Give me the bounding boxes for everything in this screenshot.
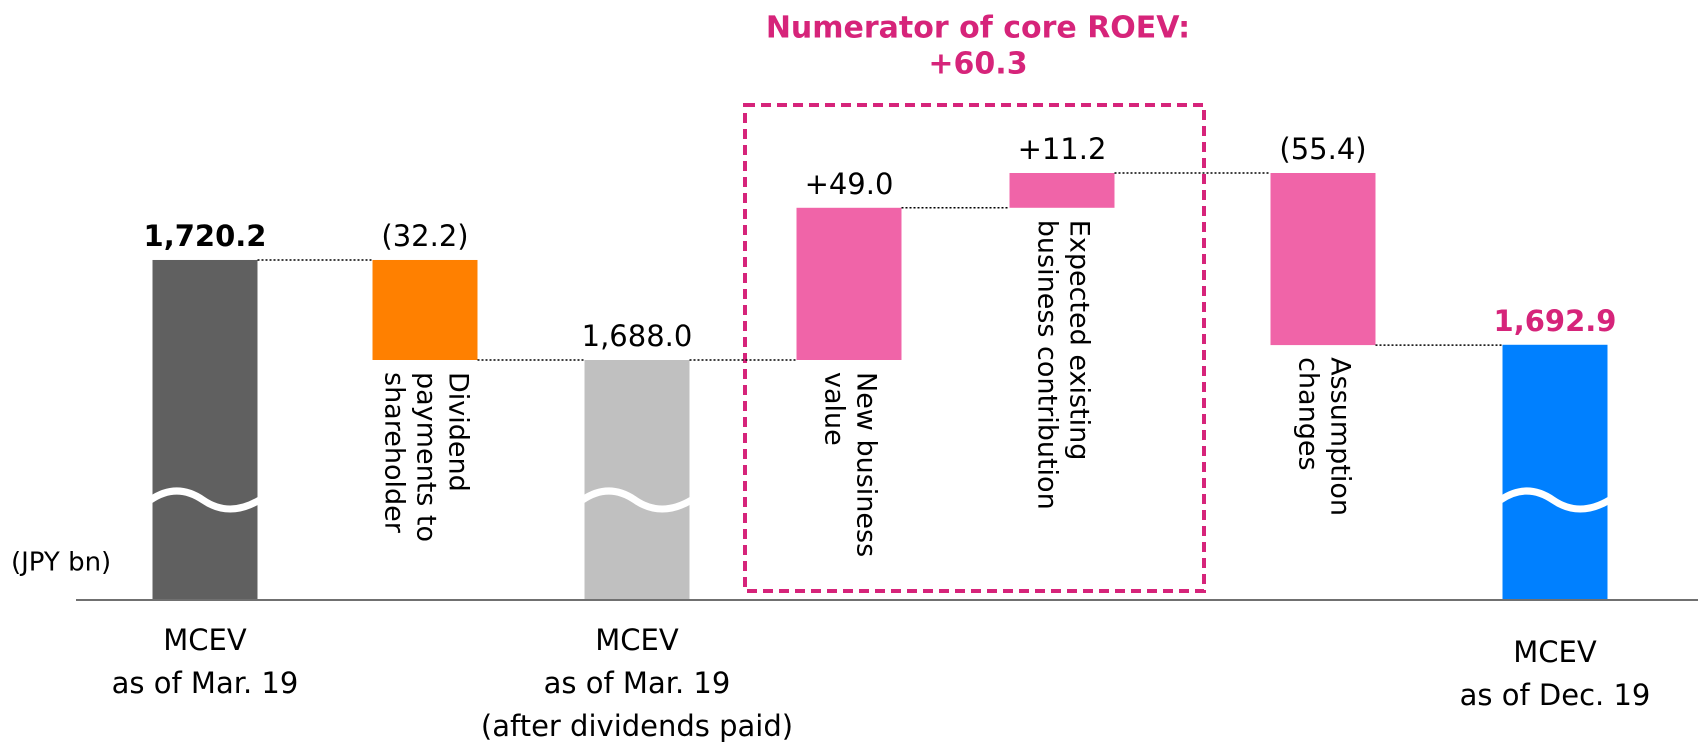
- value-label: 1,688.0: [582, 319, 693, 353]
- bar: [1009, 173, 1115, 208]
- category-label: Expected existing: [1064, 220, 1095, 461]
- category-label: Assumption: [1325, 357, 1356, 516]
- bar: [584, 360, 690, 599]
- value-label: +11.2: [1018, 132, 1107, 166]
- axis-break: [580, 487, 694, 513]
- value-label: 1,692.9: [1494, 304, 1617, 338]
- category-label: as of Dec. 19: [1460, 678, 1651, 712]
- category-label: MCEV: [1513, 635, 1597, 669]
- value-label: (32.2): [381, 219, 468, 253]
- bar: [1270, 173, 1376, 346]
- category-label: Dividend: [443, 372, 474, 492]
- category-label: changes: [1293, 357, 1324, 470]
- category-label: payments to: [411, 372, 442, 542]
- annotation: +60.3: [928, 47, 1027, 82]
- axis-break: [1498, 487, 1612, 513]
- axis-break: [148, 487, 262, 513]
- category-label: business contribution: [1032, 220, 1063, 510]
- bar: [796, 207, 902, 360]
- bar: [1502, 344, 1608, 599]
- bar: [152, 259, 258, 599]
- category-label: (after dividends paid): [481, 709, 793, 743]
- category-label: as of Mar. 19: [544, 666, 731, 700]
- unit-label: (JPY bn): [11, 548, 111, 578]
- category-label: MCEV: [163, 623, 247, 657]
- bar: [372, 259, 478, 360]
- annotation: Numerator of core ROEV:: [766, 11, 1190, 46]
- category-label: value: [819, 372, 850, 446]
- highlight-box: [743, 103, 1206, 593]
- category-label: shareholder: [379, 372, 410, 534]
- value-label: (55.4): [1279, 132, 1366, 166]
- category-label: as of Mar. 19: [112, 666, 299, 700]
- category-label: MCEV: [595, 623, 679, 657]
- category-label: New business: [851, 372, 882, 557]
- value-label: +49.0: [805, 167, 894, 201]
- value-label: 1,720.2: [144, 219, 267, 253]
